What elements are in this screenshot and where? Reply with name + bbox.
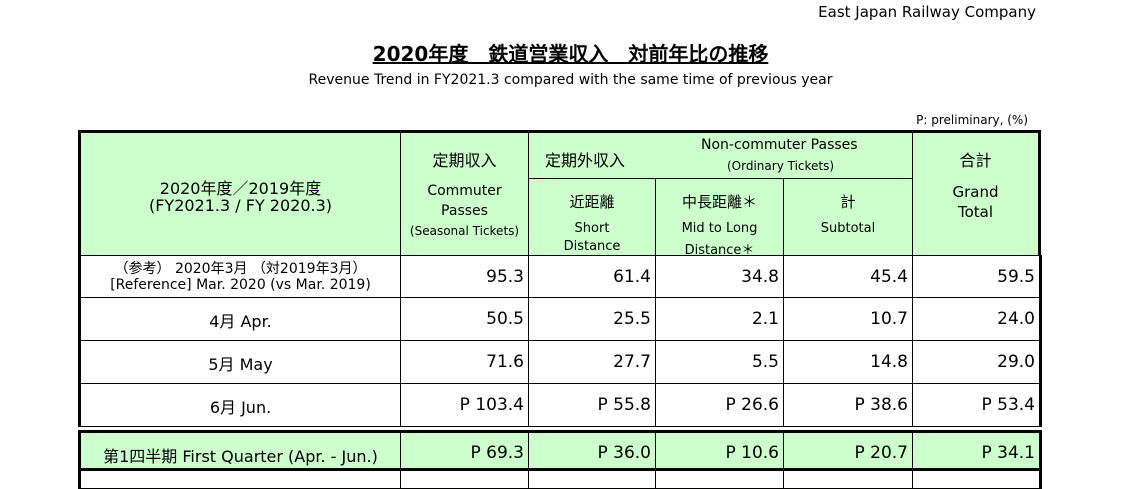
header-text: (Ordinary Tickets): [727, 159, 835, 173]
header-text: 定期収入: [432, 151, 497, 170]
value-cell: 71.6: [400, 340, 529, 384]
value-cell: P 53.4: [912, 383, 1042, 427]
header-cell: 合計 Grand Total: [912, 130, 1041, 256]
cell-value: 29.0: [997, 352, 1035, 372]
value-cell: P 26.6: [655, 383, 784, 427]
header-cell: 中長距離＊ Mid to Long Distance＊: [655, 178, 784, 258]
value-cell: 5.5: [655, 340, 784, 384]
header-text: 中長距離＊: [681, 193, 757, 211]
row-label-cell: 4月 Apr.: [78, 297, 401, 341]
row-label-cell: （参考） 2020年3月 （対2019年3月） [Reference] Mar. …: [78, 255, 401, 298]
header-text: Short: [574, 221, 610, 236]
value-cell: 27.7: [528, 340, 656, 384]
row-label: 5月 May: [208, 355, 273, 374]
header-text: 合計: [959, 151, 992, 170]
row-label: （参考） 2020年3月 （対2019年3月）: [114, 261, 367, 277]
cell-value: 71.6: [486, 352, 524, 372]
value-cell: 59.5: [912, 255, 1042, 298]
value-cell: P 38.6: [783, 383, 913, 427]
header-text: Distance＊: [684, 243, 755, 258]
value-cell: P 55.8: [528, 383, 656, 427]
value-cell: 45.4: [783, 255, 913, 298]
row-label: 第1四半期 First Quarter (Apr. - Jun.): [103, 447, 378, 466]
empty-cell: [78, 469, 401, 489]
value-cell: 14.8: [783, 340, 913, 384]
cell-value: P 69.3: [470, 442, 524, 463]
cell-value: 5.5: [751, 352, 779, 372]
header-text: Commuter: [427, 183, 502, 199]
header-cell: 計 Subtotal: [783, 178, 913, 256]
header-text: (Seasonal Tickets): [409, 224, 520, 238]
header-text: Subtotal: [820, 221, 876, 236]
cell-value: 25.5: [613, 309, 651, 329]
header-text: 2020年度／2019年度: [159, 179, 322, 198]
cell-value: 24.0: [997, 309, 1035, 329]
row-label: 4月 Apr.: [209, 312, 272, 331]
empty-cell: [783, 469, 913, 489]
header-text: Total: [957, 203, 994, 221]
cell-value: 2.1: [751, 309, 779, 329]
row-label: 6月 Jun.: [209, 398, 272, 417]
cell-value: P 103.4: [459, 395, 524, 415]
row-label-cell: 第1四半期 First Quarter (Apr. - Jun.): [78, 430, 401, 471]
row-label-cell: 5月 May: [78, 340, 401, 384]
header-text: Grand: [952, 183, 999, 201]
empty-cell: [912, 469, 1042, 489]
value-cell: P 36.0: [528, 430, 656, 471]
cell-value: P 36.0: [597, 442, 651, 463]
cell-value: 95.3: [486, 266, 524, 287]
empty-cell: [528, 469, 656, 489]
value-cell: P 10.6: [655, 430, 784, 471]
value-cell: 61.4: [528, 255, 656, 298]
subtitle: Revenue Trend in FY2021.3 compared with …: [308, 72, 833, 88]
value-cell: 24.0: [912, 297, 1042, 341]
value-cell: 50.5: [400, 297, 529, 341]
value-cell: P 69.3: [400, 430, 529, 471]
value-cell: P 20.7: [783, 430, 913, 471]
header-text: 定期外収入: [545, 151, 626, 170]
value-cell: 29.0: [912, 340, 1042, 384]
title: 2020年度 鉄道営業収入 対前年比の推移: [372, 42, 769, 66]
cell-value: P 26.6: [725, 395, 779, 415]
header-cell: 定期収入 Commuter Passes (Seasonal Tickets): [400, 130, 529, 256]
cell-value: 27.7: [613, 352, 651, 372]
cell-value: 45.4: [870, 266, 908, 287]
cell-value: P 20.7: [854, 442, 908, 463]
header-text: 計: [840, 193, 856, 211]
company: East Japan Railway Company: [818, 3, 1036, 21]
header-text: Passes: [441, 203, 488, 219]
header-text: Mid to Long: [681, 221, 758, 236]
cell-value: 34.8: [741, 266, 779, 287]
value-cell: P 34.1: [912, 430, 1042, 471]
cell-value: P 38.6: [854, 395, 908, 415]
value-cell: P 103.4: [400, 383, 529, 427]
unit-note: P: preliminary, (%): [916, 113, 1028, 127]
header-text: (FY2021.3 / FY 2020.3): [148, 196, 333, 215]
header-cell: 2020年度／2019年度 (FY2021.3 / FY 2020.3): [78, 130, 401, 256]
cell-value: P 53.4: [981, 395, 1035, 415]
cell-value: P 10.6: [725, 442, 779, 463]
value-cell: 10.7: [783, 297, 913, 341]
cell-value: 10.7: [870, 309, 908, 329]
header-text: 近距離: [569, 193, 615, 211]
header-text: Distance: [563, 239, 621, 254]
cell-value: P 55.8: [597, 395, 651, 415]
row-label-cell: 6月 Jun.: [78, 383, 401, 427]
row-label: [Reference] Mar. 2020 (vs Mar. 2019): [110, 277, 371, 293]
value-cell: 25.5: [528, 297, 656, 341]
header-text: Non-commuter Passes: [701, 137, 858, 153]
cell-value: 50.5: [486, 309, 524, 329]
value-cell: 95.3: [400, 255, 529, 298]
empty-cell: [400, 469, 529, 489]
header-cell: 近距離 Short Distance: [528, 178, 656, 256]
cell-value: 59.5: [997, 266, 1035, 287]
value-cell: 34.8: [655, 255, 784, 298]
cell-value: 14.8: [870, 352, 908, 372]
empty-cell: [655, 469, 784, 489]
header-cell: 定期外収入 Non-commuter Passes (Ordinary Tick…: [528, 130, 913, 179]
cell-value: P 34.1: [981, 442, 1035, 463]
cell-value: 61.4: [613, 266, 651, 287]
value-cell: 2.1: [655, 297, 784, 341]
